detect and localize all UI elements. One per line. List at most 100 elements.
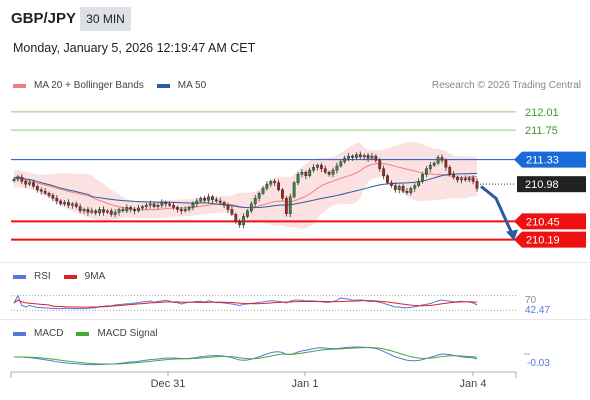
macd-legend: MACD MACD Signal <box>13 328 170 339</box>
candle-body <box>109 210 113 215</box>
candle-body <box>211 196 214 200</box>
candle-body <box>284 197 288 214</box>
candle-body <box>424 168 428 175</box>
x-axis-layer: Dec 31 Jan 1 Jan 4 <box>10 371 517 390</box>
candle-body <box>475 181 479 189</box>
resistance-label-0: 212.01 <box>525 107 559 119</box>
candle-body <box>354 154 358 158</box>
candle-body <box>471 177 475 182</box>
current-price-label: 210.98 <box>525 179 559 191</box>
candle-body <box>238 221 242 226</box>
candle-body <box>269 181 273 185</box>
candle-body <box>20 176 24 182</box>
candle-body <box>90 210 94 213</box>
candle-body <box>277 182 280 191</box>
candle-body <box>55 197 59 202</box>
candle-body <box>436 157 440 164</box>
ma20-swatch <box>13 83 26 88</box>
candle-body <box>281 189 284 199</box>
legend-item-rsi: RSI <box>13 271 51 282</box>
support-label-4: 210.45 <box>526 216 560 228</box>
candle-body <box>460 178 463 181</box>
legend-label-ma20: MA 20 + Bollinger Bands <box>34 80 144 91</box>
candle-body <box>222 202 226 206</box>
macd-line <box>13 346 478 366</box>
legend-label-macd: MACD <box>34 328 64 339</box>
rsi-legend: RSI 9MA <box>13 271 118 282</box>
levels-layer <box>11 111 516 241</box>
candle-body <box>308 169 312 176</box>
candle-body <box>417 181 421 186</box>
candle-body <box>39 189 43 192</box>
panel-divider-rsi <box>0 262 590 263</box>
candle-body <box>456 176 459 181</box>
candle-body <box>86 209 90 213</box>
panel-divider-macd <box>0 319 590 320</box>
candle-body <box>409 188 413 193</box>
candle-body <box>265 183 269 189</box>
candle-body <box>199 197 203 202</box>
candle-body <box>421 174 424 182</box>
bollinger-band-layer <box>14 141 477 229</box>
candle-body <box>312 167 316 171</box>
candles-layer <box>12 151 518 241</box>
candle-body <box>172 204 175 208</box>
candle-body <box>452 174 456 178</box>
candle-body <box>70 203 74 206</box>
candle-body <box>358 154 362 158</box>
legend-item-macd: MACD <box>13 328 63 339</box>
candle-body <box>214 199 218 202</box>
candle-body <box>292 182 296 198</box>
ma50-line <box>13 172 478 209</box>
candle-body <box>121 209 125 212</box>
candle-body <box>28 182 31 185</box>
candle-body <box>335 165 339 171</box>
candle-body <box>102 209 105 213</box>
candle-body <box>366 155 370 159</box>
candle-body <box>273 181 277 184</box>
candle-body <box>105 210 109 213</box>
candle-body <box>428 164 432 169</box>
candle-body <box>331 169 335 175</box>
candle-body <box>242 216 245 226</box>
moving-averages-layer <box>13 163 478 211</box>
chart-header: GBP/JPY 30 MIN <box>0 0 590 38</box>
candle-body <box>323 168 327 173</box>
candle-body <box>140 206 144 209</box>
support-label-5: 210.19 <box>526 235 560 247</box>
candle-body <box>133 209 137 212</box>
rsi-70-label: 70 <box>525 295 537 306</box>
pivot-tag <box>514 151 586 168</box>
candle-body <box>319 164 323 169</box>
datetime-label: Monday, January 5, 2026 12:19:47 AM CET <box>13 41 256 55</box>
candle-body <box>300 171 304 175</box>
candle-body <box>393 185 397 191</box>
candle-body <box>63 202 67 205</box>
candle-body <box>74 203 78 207</box>
candle-body <box>230 209 234 215</box>
candle-body <box>226 204 230 210</box>
candle-body <box>413 185 417 189</box>
candle-body <box>168 203 172 206</box>
candle-body <box>195 200 199 205</box>
candle-body <box>152 203 156 207</box>
candle-body <box>51 195 55 199</box>
level-labels-layer: 212.01 211.75 211.33 210.98 210.45 210.19 <box>514 107 586 248</box>
candle-body <box>117 209 121 213</box>
timeframe-badge[interactable]: 30 MIN <box>80 7 131 31</box>
candle-body <box>234 214 238 222</box>
pivot-label: 211.33 <box>526 155 559 167</box>
candle-body <box>67 202 70 206</box>
rsi-value-label: 42.47 <box>525 305 550 316</box>
x-axis-label: Jan 4 <box>460 378 487 390</box>
macd-signal-line <box>13 347 478 365</box>
candle-body <box>370 155 374 159</box>
candle-body <box>125 207 129 212</box>
9ma-swatch <box>63 274 77 279</box>
candle-body <box>261 188 265 194</box>
candle-body <box>246 210 249 217</box>
projection-arrow <box>480 185 514 235</box>
candle-body <box>78 206 82 212</box>
